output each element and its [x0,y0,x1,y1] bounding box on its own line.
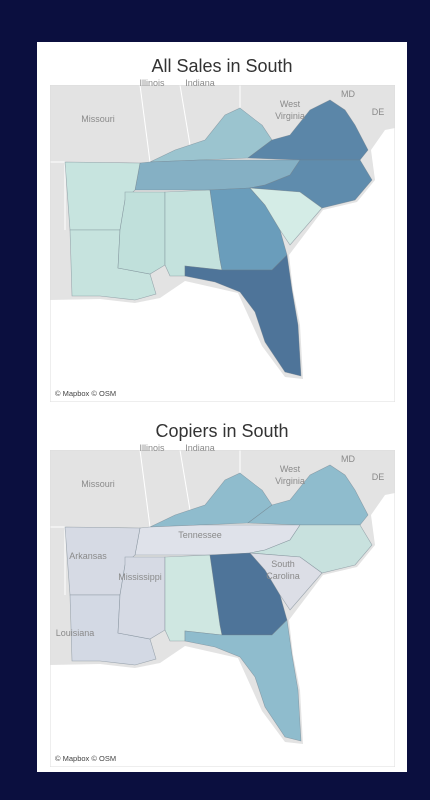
state-border [179,450,191,511]
state [249,187,323,246]
place-label: Missouri [81,114,115,124]
state-border [139,450,151,528]
place-label: Tennessee [178,530,222,540]
map [50,450,395,767]
place-label: West [280,464,301,474]
place-label: DE [372,472,385,482]
state [184,254,302,377]
map-credit: © Mapbox © OSM [55,754,116,763]
map-title: All Sales in South [151,56,292,76]
map-credit: © Mapbox © OSM [55,389,116,398]
map [50,85,395,402]
state-border [179,85,191,146]
state-border [139,85,151,163]
place-label: Arkansas [69,551,107,561]
place-label: South [271,559,295,569]
state [117,191,166,275]
place-label: Carolina [266,571,300,581]
map-title: Copiers in South [155,421,288,441]
water [50,128,395,402]
place-label: Virginia [275,111,305,121]
state [117,556,166,640]
place-label: Illinois [139,443,165,453]
place-label: MD [341,454,355,464]
state [149,472,273,528]
water [50,493,395,767]
place-label: Virginia [275,476,305,486]
state [249,552,323,611]
place-label: Missouri [81,479,115,489]
state [184,619,302,742]
place-label: Illinois [139,78,165,88]
place-label: MD [341,89,355,99]
place-label: Mississippi [118,572,162,582]
state [149,107,273,163]
place-label: DE [372,107,385,117]
place-label: West [280,99,301,109]
place-label: Indiana [185,443,215,453]
place-label: Louisiana [56,628,95,638]
place-label: Indiana [185,78,215,88]
